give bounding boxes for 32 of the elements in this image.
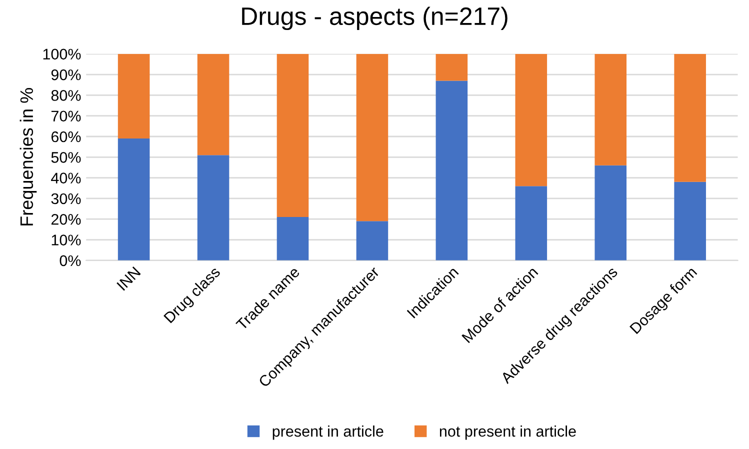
bar [594, 165, 627, 260]
legend-label: present in article [272, 426, 384, 440]
bar [674, 54, 706, 182]
y-tick-label: 70% [51, 110, 81, 122]
y-tick-label: 0% [60, 255, 81, 266]
bar [197, 54, 230, 156]
bar [515, 186, 548, 260]
y-tick-label: 20% [51, 214, 81, 225]
y-tick-label: 80% [51, 90, 81, 101]
y-tick-label: 90% [51, 69, 81, 80]
bar [674, 182, 706, 260]
bar [594, 54, 627, 166]
y-tick-label: 30% [51, 193, 81, 204]
bar [356, 221, 388, 260]
legend-label: not present in article [440, 426, 576, 440]
bar [276, 54, 309, 218]
bar [197, 155, 230, 260]
bar [436, 54, 468, 81]
y-tick-label: 50% [51, 152, 81, 163]
y-tick-label: 100% [43, 48, 81, 60]
y-tick-label: 40% [51, 172, 81, 184]
y-tick-label: 60% [51, 131, 81, 142]
y-tick-label: 10% [52, 234, 81, 246]
bar [356, 54, 388, 222]
chart-title: Drugs - aspects (n=217) [242, 6, 508, 30]
bar [515, 54, 548, 186]
bar [436, 80, 468, 260]
y-axis-title: Frequencies in % [20, 88, 37, 226]
bar [276, 217, 309, 260]
bar [118, 138, 150, 260]
x-tick-label: INN [116, 266, 141, 291]
bar [118, 54, 150, 139]
